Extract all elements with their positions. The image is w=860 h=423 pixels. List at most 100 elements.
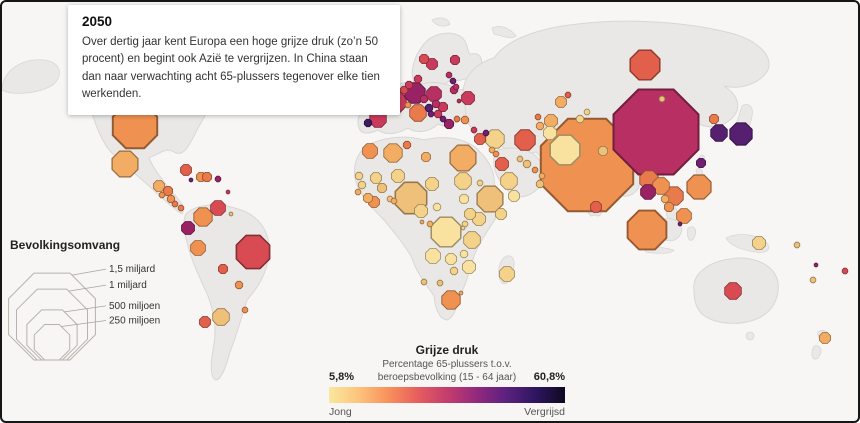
country-symbol-argentini-[interactable] (212, 308, 230, 326)
country-symbol-dominicaanse-republiek[interactable] (201, 171, 213, 183)
country-symbol-zuid-soedan[interactable] (458, 193, 470, 205)
country-symbol[interactable] (476, 179, 484, 187)
country-symbol[interactable] (564, 91, 572, 99)
country-symbol-costa-rica[interactable] (171, 200, 179, 208)
country-symbol-nieuw-zeeland[interactable] (819, 332, 831, 344)
country-symbol-litouwen[interactable] (452, 83, 460, 91)
country-symbol-jemen[interactable] (508, 190, 520, 202)
country-symbol-zuid-korea[interactable] (710, 124, 728, 142)
country-symbol-guinee[interactable] (357, 180, 367, 190)
country-symbol-afghanistan[interactable] (543, 126, 557, 140)
country-symbol-servi-[interactable] (433, 109, 443, 119)
country-symbol-oekra-ne[interactable] (461, 91, 475, 105)
country-symbol[interactable] (228, 211, 234, 217)
country-symbol-noord-korea[interactable] (709, 114, 719, 124)
country-symbol[interactable] (482, 129, 490, 137)
country-symbol-zambia[interactable] (445, 253, 457, 265)
country-symbol-nicaragua[interactable] (166, 194, 176, 204)
country-symbol-madagaskar[interactable] (499, 266, 515, 282)
country-symbol-libi-[interactable] (420, 151, 432, 163)
country-symbol-oeganda[interactable] (464, 208, 476, 220)
country-symbol-niger[interactable] (391, 169, 405, 183)
country-symbol-mali[interactable] (370, 172, 382, 184)
country-symbol-thailand[interactable] (640, 184, 656, 200)
country-symbol-dr-congo[interactable] (430, 216, 462, 248)
country-symbol-griekenland[interactable] (443, 119, 455, 129)
country-symbol-oostenrijk[interactable] (424, 103, 434, 113)
country-symbol[interactable] (575, 114, 585, 124)
country-symbol-nederland[interactable] (404, 80, 414, 90)
country-symbol-japan[interactable] (729, 122, 753, 146)
country-symbol-tsjaad[interactable] (425, 177, 439, 191)
country-symbol[interactable] (432, 202, 442, 212)
country-symbol-sri-lanka[interactable] (590, 201, 602, 213)
country-symbol-kroati-[interactable] (427, 110, 435, 118)
country-symbol[interactable] (461, 220, 469, 228)
country-symbol[interactable] (456, 98, 462, 104)
country-symbol-mongoli-[interactable] (658, 95, 666, 103)
country-symbol-taiwan[interactable] (696, 157, 706, 169)
country-symbol-algerije[interactable] (383, 143, 403, 163)
country-symbol-finland[interactable] (449, 55, 461, 65)
country-symbol-australi-[interactable] (724, 282, 742, 300)
country-symbol-oezbekistan[interactable] (544, 114, 558, 128)
country-symbol-fiji[interactable] (841, 267, 849, 275)
country-symbol-panama[interactable] (177, 204, 185, 212)
country-symbol[interactable] (426, 220, 434, 228)
country-symbol[interactable] (538, 172, 546, 180)
country-symbol-honduras[interactable] (162, 185, 174, 197)
country-symbol-pakistan[interactable] (549, 134, 581, 166)
country-symbol-kazachstan[interactable] (555, 96, 567, 108)
country-symbol-tsjechi-[interactable] (419, 94, 429, 104)
country-symbol[interactable] (660, 194, 670, 204)
country-symbol-filipijnen[interactable] (686, 174, 712, 200)
country-symbol[interactable] (531, 166, 539, 174)
country-symbol-tunesi-[interactable] (402, 140, 412, 150)
country-symbol-papoea-nieuw-guinea[interactable] (752, 236, 766, 250)
country-symbol-kameroen[interactable] (414, 204, 428, 218)
country-symbol[interactable] (453, 115, 461, 123)
country-symbol-colombia[interactable] (193, 207, 213, 227)
country-symbol-angola[interactable] (425, 248, 441, 264)
country-symbol-brazili-[interactable] (235, 234, 271, 270)
country-symbol-paraguay[interactable] (234, 280, 244, 290)
country-symbol[interactable] (488, 146, 496, 154)
country-symbol-jamaica[interactable] (188, 177, 194, 183)
country-symbol-namibi-[interactable] (420, 278, 428, 286)
country-symbol-zimbabwe[interactable] (449, 266, 459, 276)
country-symbol[interactable] (516, 155, 524, 163)
country-symbol-peru[interactable] (190, 240, 206, 256)
country-symbol-cuba[interactable] (180, 164, 192, 176)
country-symbol[interactable] (390, 197, 398, 205)
country-symbol[interactable] (458, 290, 464, 296)
country-symbol-china[interactable] (612, 88, 700, 176)
country-symbol-saoedi-arabi-[interactable] (500, 172, 518, 190)
country-symbol[interactable] (534, 113, 542, 121)
country-symbol-hongarije[interactable] (431, 99, 441, 109)
country-symbol-mexico[interactable] (111, 150, 139, 178)
country-symbol-oman[interactable] (535, 179, 545, 189)
country-symbol-ecuador[interactable] (181, 221, 195, 235)
country-symbol[interactable] (793, 241, 801, 249)
country-symbol-egypte[interactable] (449, 144, 477, 172)
country-symbol-mozambique[interactable] (462, 260, 476, 274)
country-symbol-estland[interactable] (445, 71, 453, 79)
country-symbol[interactable] (583, 108, 591, 116)
country-symbol-indonesi-[interactable] (626, 209, 668, 251)
country-symbol[interactable] (225, 189, 231, 195)
country-symbol[interactable] (354, 188, 362, 196)
country-symbol-uruguay[interactable] (241, 306, 249, 314)
country-symbol-portugal[interactable] (363, 118, 373, 128)
country-symbol-senegal[interactable] (354, 171, 364, 181)
country-symbol-venezuela[interactable] (210, 200, 226, 216)
country-symbol-bulgarije[interactable] (439, 115, 447, 123)
country-symbol[interactable] (460, 115, 470, 125)
country-symbol[interactable] (419, 219, 425, 225)
country-symbol-ivoorkust[interactable] (362, 192, 374, 204)
country-symbol[interactable] (470, 126, 478, 134)
country-symbol-myanmar[interactable] (652, 177, 670, 195)
country-symbol-guatemala[interactable] (153, 180, 165, 192)
country-symbol-denemarken[interactable] (413, 74, 423, 84)
country-symbol-maleisi-[interactable] (676, 208, 692, 224)
country-symbol-syri-[interactable] (495, 157, 509, 171)
